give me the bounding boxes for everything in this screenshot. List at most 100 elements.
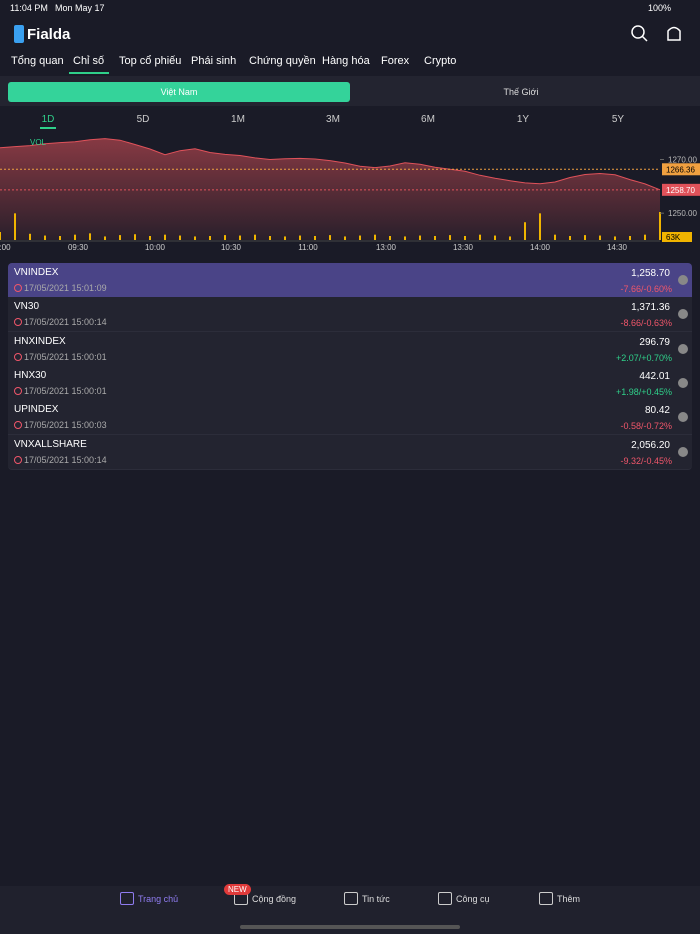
info-icon[interactable]: [678, 275, 688, 285]
tab-underline: [69, 72, 109, 74]
status-time: 11:04 PM: [10, 3, 48, 13]
tab[interactable]: Chứng quyền: [249, 55, 316, 67]
volume-bar: [239, 235, 241, 240]
nav-item[interactable]: Trang chủ: [138, 894, 179, 904]
volume-bar: [0, 232, 1, 240]
index-change: +2.07/+0.70%: [615, 352, 672, 363]
volume-bar: [584, 235, 586, 240]
nav-item[interactable]: Thêm: [557, 894, 581, 904]
volume-bar: [149, 236, 151, 240]
index-name: UPINDEX: [14, 404, 59, 416]
segment[interactable]: Thế Giới: [503, 87, 539, 97]
volume-bar: [134, 234, 136, 240]
clock-icon: [14, 455, 22, 464]
last-label: 1258.70: [666, 186, 695, 195]
volume-bar: [449, 235, 451, 240]
volume-bar: [644, 234, 646, 240]
tab[interactable]: Hàng hóa: [322, 55, 370, 67]
volume-bar: [209, 236, 211, 240]
range-button[interactable]: 1D: [41, 114, 55, 125]
logo: Fialda: [27, 26, 71, 43]
volume-bar: [614, 236, 616, 240]
volume-bar: [329, 235, 331, 240]
info-icon[interactable]: [678, 446, 688, 457]
home-indicator: [240, 925, 460, 929]
clock-icon: [14, 421, 22, 430]
nav-icon[interactable]: [539, 892, 553, 905]
volume-bar: [284, 236, 286, 240]
vol-last-box: [662, 232, 692, 242]
nav-icon[interactable]: [344, 892, 358, 905]
nav-item[interactable]: Cộng đồng: [252, 894, 297, 904]
index-row[interactable]: VN30 17/05/2021 15:00:14 1,371.36 -8.66/-0.…: [8, 297, 692, 333]
index-price: 1,371.36: [631, 302, 670, 314]
volume-bar: [74, 234, 76, 240]
volume-bar: [89, 233, 91, 240]
index-time: 17/05/2021 15:00:14: [24, 454, 107, 465]
index-time: 17/05/2021 15:00:01: [24, 385, 107, 396]
clock-icon: [14, 352, 22, 361]
volume-bar: [374, 234, 376, 240]
index-price: 1,258.70: [631, 268, 670, 279]
index-price: 442.01: [639, 370, 670, 382]
volume-bar: [509, 236, 511, 240]
header-icons[interactable]: [625, 22, 685, 46]
index-name: HNXINDEX: [14, 335, 66, 347]
volume-bar: [389, 236, 391, 240]
index-row[interactable]: UPINDEX 17/05/2021 15:00:03 80.42 -0.58/-0.…: [8, 400, 692, 436]
x-tick-label: 14:30: [607, 243, 628, 252]
volume-bar: [104, 236, 106, 240]
volume-bar: [59, 236, 61, 240]
segment[interactable]: Việt Nam: [8, 82, 350, 102]
range-button[interactable]: 3M: [326, 114, 340, 125]
volume-bar: [179, 235, 181, 240]
nav-icon[interactable]: [438, 892, 452, 905]
volume-label: VOL: [30, 138, 47, 147]
clock-icon: [14, 318, 22, 327]
tab[interactable]: Tổng quan: [11, 55, 64, 67]
nav-item[interactable]: Tin tức: [362, 894, 390, 904]
index-row[interactable]: HNX30 17/05/2021 15:00:01 442.01 +1.98/+0.4…: [8, 365, 692, 401]
volume-bar: [569, 236, 571, 240]
clock-icon: [14, 284, 22, 292]
index-row[interactable]: HNXINDEX 17/05/2021 15:00:01 296.79 +2.07/+…: [8, 331, 692, 367]
index-name: HNX30: [14, 369, 47, 381]
range-button[interactable]: 6M: [421, 114, 435, 125]
y-tick-label: 1250.00: [668, 209, 697, 218]
status-date: Mon May 17: [55, 3, 105, 13]
index-change: -0.58/-0.72%: [620, 421, 672, 432]
volume-bar: [599, 235, 601, 240]
volume-bar: [194, 236, 196, 240]
info-icon[interactable]: [678, 377, 688, 388]
tab[interactable]: Crypto: [424, 55, 457, 67]
range-button[interactable]: 1Y: [516, 114, 530, 125]
range-button[interactable]: 5D: [136, 114, 150, 125]
nav-icon[interactable]: [120, 892, 134, 905]
volume-bar: [419, 235, 421, 240]
info-icon[interactable]: [678, 309, 688, 320]
price-line: [0, 138, 661, 191]
volume-bar: [359, 235, 361, 240]
tab[interactable]: Top cổ phiếu: [119, 55, 182, 67]
info-icon[interactable]: [678, 343, 688, 354]
x-tick-label: 09:30: [68, 243, 89, 252]
index-row[interactable]: VNXALLSHARE 17/05/2021 15:00:14 2,056.20 -9…: [8, 434, 692, 470]
info-icon[interactable]: [678, 412, 688, 423]
range-button[interactable]: 1M: [231, 114, 245, 125]
index-row[interactable]: VNINDEX 17/05/2021 15:01:09 1,258.70 -7.66/…: [8, 263, 692, 298]
tab[interactable]: Phái sinh: [191, 55, 237, 67]
index-name: VNINDEX: [14, 267, 59, 278]
tab[interactable]: Chỉ số: [73, 55, 105, 67]
volume-bar: [659, 212, 661, 240]
reference-box: [662, 163, 700, 176]
x-tick-label: 11:00: [298, 243, 318, 252]
nav-item[interactable]: Công cụ: [456, 894, 490, 904]
range-button[interactable]: 5Y: [611, 114, 625, 125]
volume-bar: [404, 236, 406, 240]
vol-last-label: 63K: [666, 233, 681, 242]
volume-bar: [464, 236, 466, 240]
volume-bar: [119, 235, 121, 240]
volume-bar: [539, 213, 541, 240]
tab[interactable]: Forex: [381, 55, 410, 67]
volume-bar: [344, 236, 346, 240]
